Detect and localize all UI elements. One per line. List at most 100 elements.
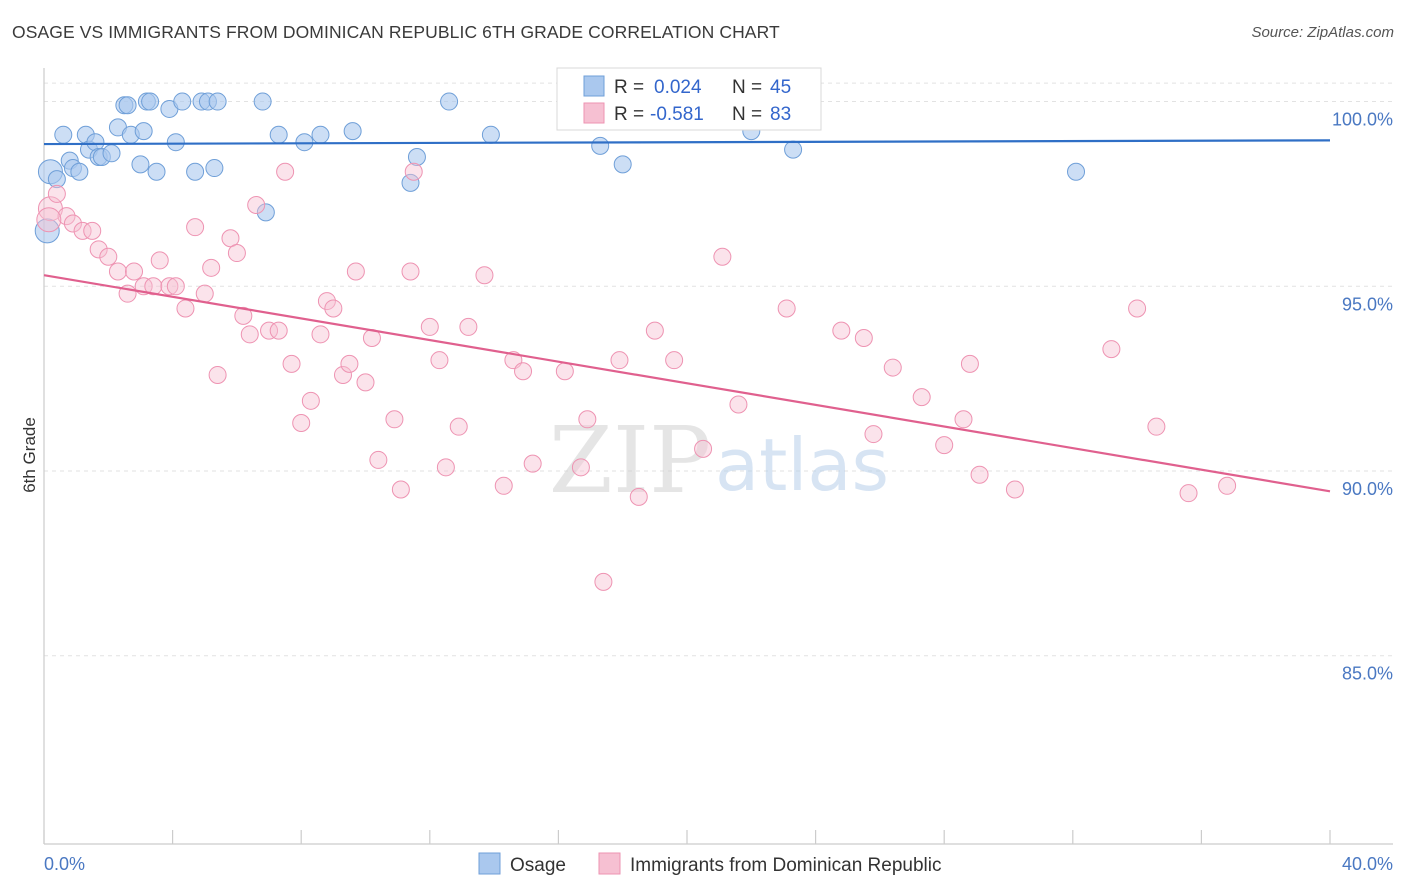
- dominican-point: [369, 450, 388, 469]
- dominican-point: [166, 277, 185, 296]
- dominican-point: [832, 321, 851, 340]
- dominican-point: [883, 358, 902, 377]
- osage-point: [481, 125, 500, 144]
- dominican-point: [83, 221, 102, 240]
- osage-point: [311, 125, 330, 144]
- dominican-point: [311, 325, 330, 344]
- dominican-point: [346, 262, 365, 281]
- legend-n-label-osage: N =: [732, 77, 762, 98]
- dominican-point: [494, 476, 513, 495]
- legend-n-label-dominican: N =: [732, 104, 762, 125]
- dominican-point: [57, 207, 76, 226]
- osage-point: [1067, 162, 1086, 181]
- bottom-legend-label-dominican: Immigrants from Dominican Republic: [630, 855, 942, 876]
- dominican-point: [276, 162, 295, 181]
- dominican-point: [436, 458, 455, 477]
- dominican-point: [1147, 417, 1166, 436]
- dominican-point: [1128, 299, 1147, 318]
- dominican-point: [36, 207, 62, 233]
- osage-point: [141, 92, 160, 111]
- dominican-point: [912, 388, 931, 407]
- osage-point: [401, 173, 420, 192]
- dominican-point: [1005, 480, 1024, 499]
- dominican-point: [186, 218, 205, 237]
- dominican-point: [391, 480, 410, 499]
- legend-r-value-dominican: -0.581: [650, 104, 704, 125]
- dominican-point: [665, 351, 684, 370]
- osage-point: [70, 162, 89, 181]
- dominican-point: [555, 362, 574, 381]
- y-tick-label: 85.0%: [1342, 664, 1393, 684]
- dominican-point: [970, 465, 989, 484]
- dominican-point: [202, 258, 221, 277]
- osage-point: [34, 218, 60, 244]
- dominican-point: [247, 196, 266, 215]
- dominican-point: [401, 262, 420, 281]
- dominican-point: [324, 299, 343, 318]
- dominican-point: [578, 410, 597, 429]
- osage-point: [256, 203, 275, 222]
- grid-lines: [44, 82, 1393, 657]
- legend-n-value-osage: 45: [770, 77, 791, 98]
- watermark-atlas: atlas: [715, 423, 889, 507]
- dominican-point: [385, 410, 404, 429]
- dominican-point: [729, 395, 748, 414]
- dominican-point: [301, 391, 320, 410]
- osage-trend-line: [43, 139, 1331, 146]
- dominican-point: [227, 244, 246, 263]
- osage-point: [784, 140, 803, 159]
- dominican-point: [1179, 484, 1198, 503]
- dominican-point: [571, 458, 590, 477]
- dominican-point: [234, 306, 253, 325]
- dominican-point: [864, 425, 883, 444]
- osage-point: [131, 155, 150, 174]
- axes: 85.0% 90.0% 95.0% 100.0%: [43, 68, 1393, 845]
- osage-point: [134, 122, 153, 141]
- osage-point: [147, 162, 166, 181]
- dominican-point: [935, 436, 954, 455]
- dominican-point: [176, 299, 195, 318]
- osage-point: [54, 125, 73, 144]
- dominican-point: [208, 365, 227, 384]
- osage-point: [47, 170, 66, 189]
- legend-n-value-dominican: 83: [770, 104, 791, 125]
- bottom-legend-swatch-dominican: [598, 852, 621, 875]
- dominican-point: [449, 417, 468, 436]
- dominican-point: [523, 454, 542, 473]
- dominican-point: [629, 487, 648, 506]
- legend-r-value-osage: 0.024: [654, 77, 702, 98]
- osage-point: [173, 92, 192, 111]
- dominican-point: [240, 325, 259, 344]
- source-label: Source: ZipAtlas.com: [1251, 24, 1394, 41]
- dominican-point: [960, 354, 979, 373]
- osage-point: [208, 92, 227, 111]
- dominican-point: [260, 321, 279, 340]
- series-legend: Osage Immigrants from Dominican Republic: [478, 852, 942, 876]
- x-tick-label-max: 40.0%: [1342, 854, 1393, 874]
- dominican-point: [99, 247, 118, 266]
- dominican-point: [73, 221, 92, 240]
- y-axis-label: 6th Grade: [20, 417, 39, 493]
- dominican-point: [1102, 340, 1121, 359]
- dominican-point: [645, 321, 664, 340]
- osage-point: [118, 96, 137, 115]
- correlation-legend: R = 0.024 N = 45 R = -0.581 N = 83: [556, 67, 822, 131]
- osage-point: [591, 136, 610, 155]
- legend-swatch-dominican: [583, 102, 605, 124]
- osage-point: [343, 122, 362, 141]
- dominican-point: [195, 284, 214, 303]
- osage-point: [102, 144, 121, 163]
- dominican-point: [514, 362, 533, 381]
- bottom-legend-swatch-osage: [478, 852, 501, 875]
- dominican-point: [954, 410, 973, 429]
- dominican-point: [854, 329, 873, 348]
- dominican-trend-line: [43, 274, 1331, 493]
- dominican-point: [282, 354, 301, 373]
- dominican-point: [694, 439, 713, 458]
- watermark: ZIP atlas: [549, 407, 889, 514]
- osage-point: [253, 92, 272, 111]
- dominican-point: [1218, 476, 1237, 495]
- chart-title: OSAGE VS IMMIGRANTS FROM DOMINICAN REPUB…: [12, 22, 780, 42]
- y-tick-label: 100.0%: [1332, 110, 1393, 130]
